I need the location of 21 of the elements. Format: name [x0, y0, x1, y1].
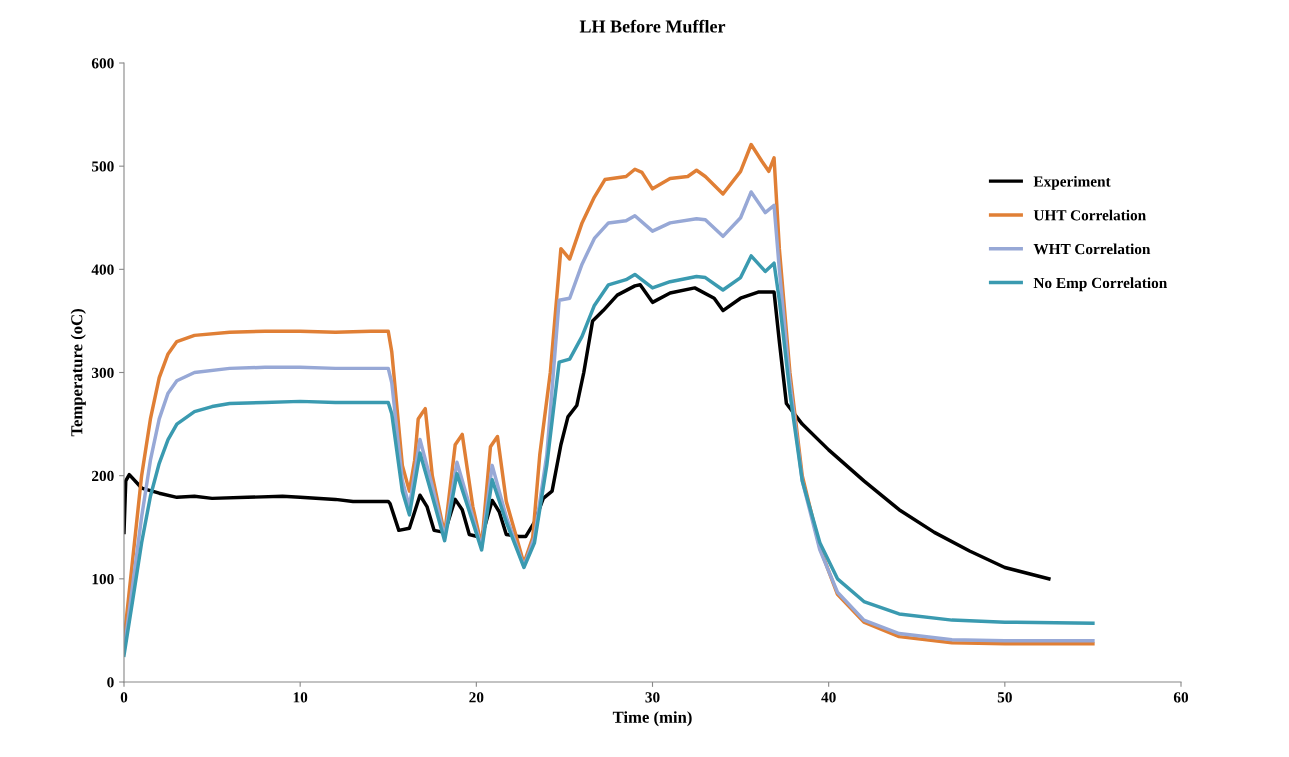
legend-label: WHT Correlation [1033, 243, 1151, 255]
legend-label: UHT Correlation [1033, 209, 1146, 221]
x-tick-label: 20 [469, 692, 484, 703]
legend-label: No Emp Correlation [1033, 277, 1168, 292]
x-tick-label: 60 [1173, 692, 1189, 703]
x-tick-label: 50 [997, 692, 1012, 703]
y-tick-label: 600 [91, 58, 114, 69]
chart-title: LH Before Muffler [579, 19, 726, 33]
y-axis-title: Temperature (oC) [70, 309, 86, 437]
y-tick-label: 400 [91, 264, 114, 275]
y-tick-label: 300 [91, 367, 114, 378]
x-axis-title: Time (min) [612, 711, 692, 727]
x-tick-label: 0 [120, 692, 128, 703]
x-tick-label: 40 [821, 692, 836, 703]
x-tick-label: 30 [645, 692, 660, 703]
y-tick-label: 100 [92, 573, 114, 585]
y-tick-label: 200 [92, 470, 114, 482]
legend-label: Experiment [1033, 175, 1111, 190]
y-tick-label: 500 [91, 161, 114, 172]
x-tick-label: 10 [293, 692, 308, 703]
y-tick-label: 0 [107, 677, 114, 688]
